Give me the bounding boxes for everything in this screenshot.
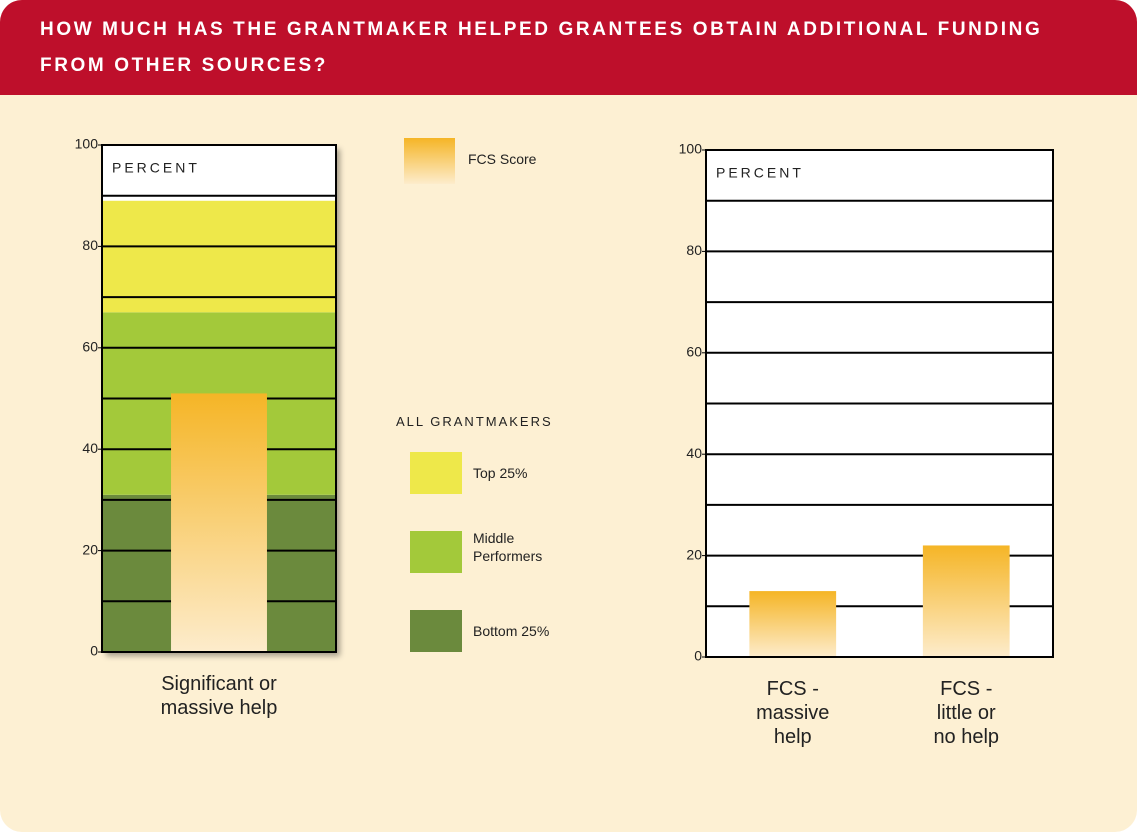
legend-label: FCS Score: [468, 151, 537, 167]
y-tick-label: 80: [82, 237, 98, 253]
y-tick-label: 20: [82, 541, 98, 557]
y-tick-label: 40: [686, 445, 702, 461]
bar: [749, 591, 837, 657]
legend-swatch: [410, 452, 462, 494]
y-axis-label: PERCENT: [716, 165, 804, 181]
plot-border: [101, 144, 337, 653]
x-tick-label: Significant or massive help: [160, 673, 278, 719]
bar: [922, 545, 1010, 657]
y-tick-label: 80: [686, 242, 702, 258]
y-tick-label: 20: [686, 546, 702, 562]
legend-label: Top 25%: [473, 465, 528, 481]
legend-swatch: [404, 138, 455, 184]
title: HOW MUCH HAS THE GRANTMAKER HELPED GRANT…: [40, 19, 1043, 76]
y-tick-label: 60: [686, 344, 702, 360]
legend-label: Middle Performers: [473, 530, 543, 564]
y-tick-label: 40: [82, 440, 98, 456]
legend-swatch: [410, 610, 462, 652]
y-tick-label: 60: [82, 339, 98, 355]
header: HOW MUCH HAS THE GRANTMAKER HELPED GRANT…: [0, 0, 1137, 95]
x-tick-label: FCS - massive help: [756, 678, 830, 748]
y-tick-label: 100: [75, 136, 99, 152]
y-axis-label: PERCENT: [112, 160, 200, 176]
benchmark-band: [102, 200, 336, 313]
y-tick-label: 0: [90, 643, 98, 659]
y-tick-label: 100: [679, 141, 703, 157]
y-tick-label: 0: [694, 648, 702, 664]
x-tick-label: FCS - little or no help: [933, 678, 1000, 748]
bar: [171, 393, 267, 652]
plot-border: [705, 149, 1054, 658]
legend-title: ALL GRANTMAKERS: [396, 414, 553, 429]
legend-label: Bottom 25%: [473, 623, 550, 639]
legend-swatch: [410, 531, 462, 573]
